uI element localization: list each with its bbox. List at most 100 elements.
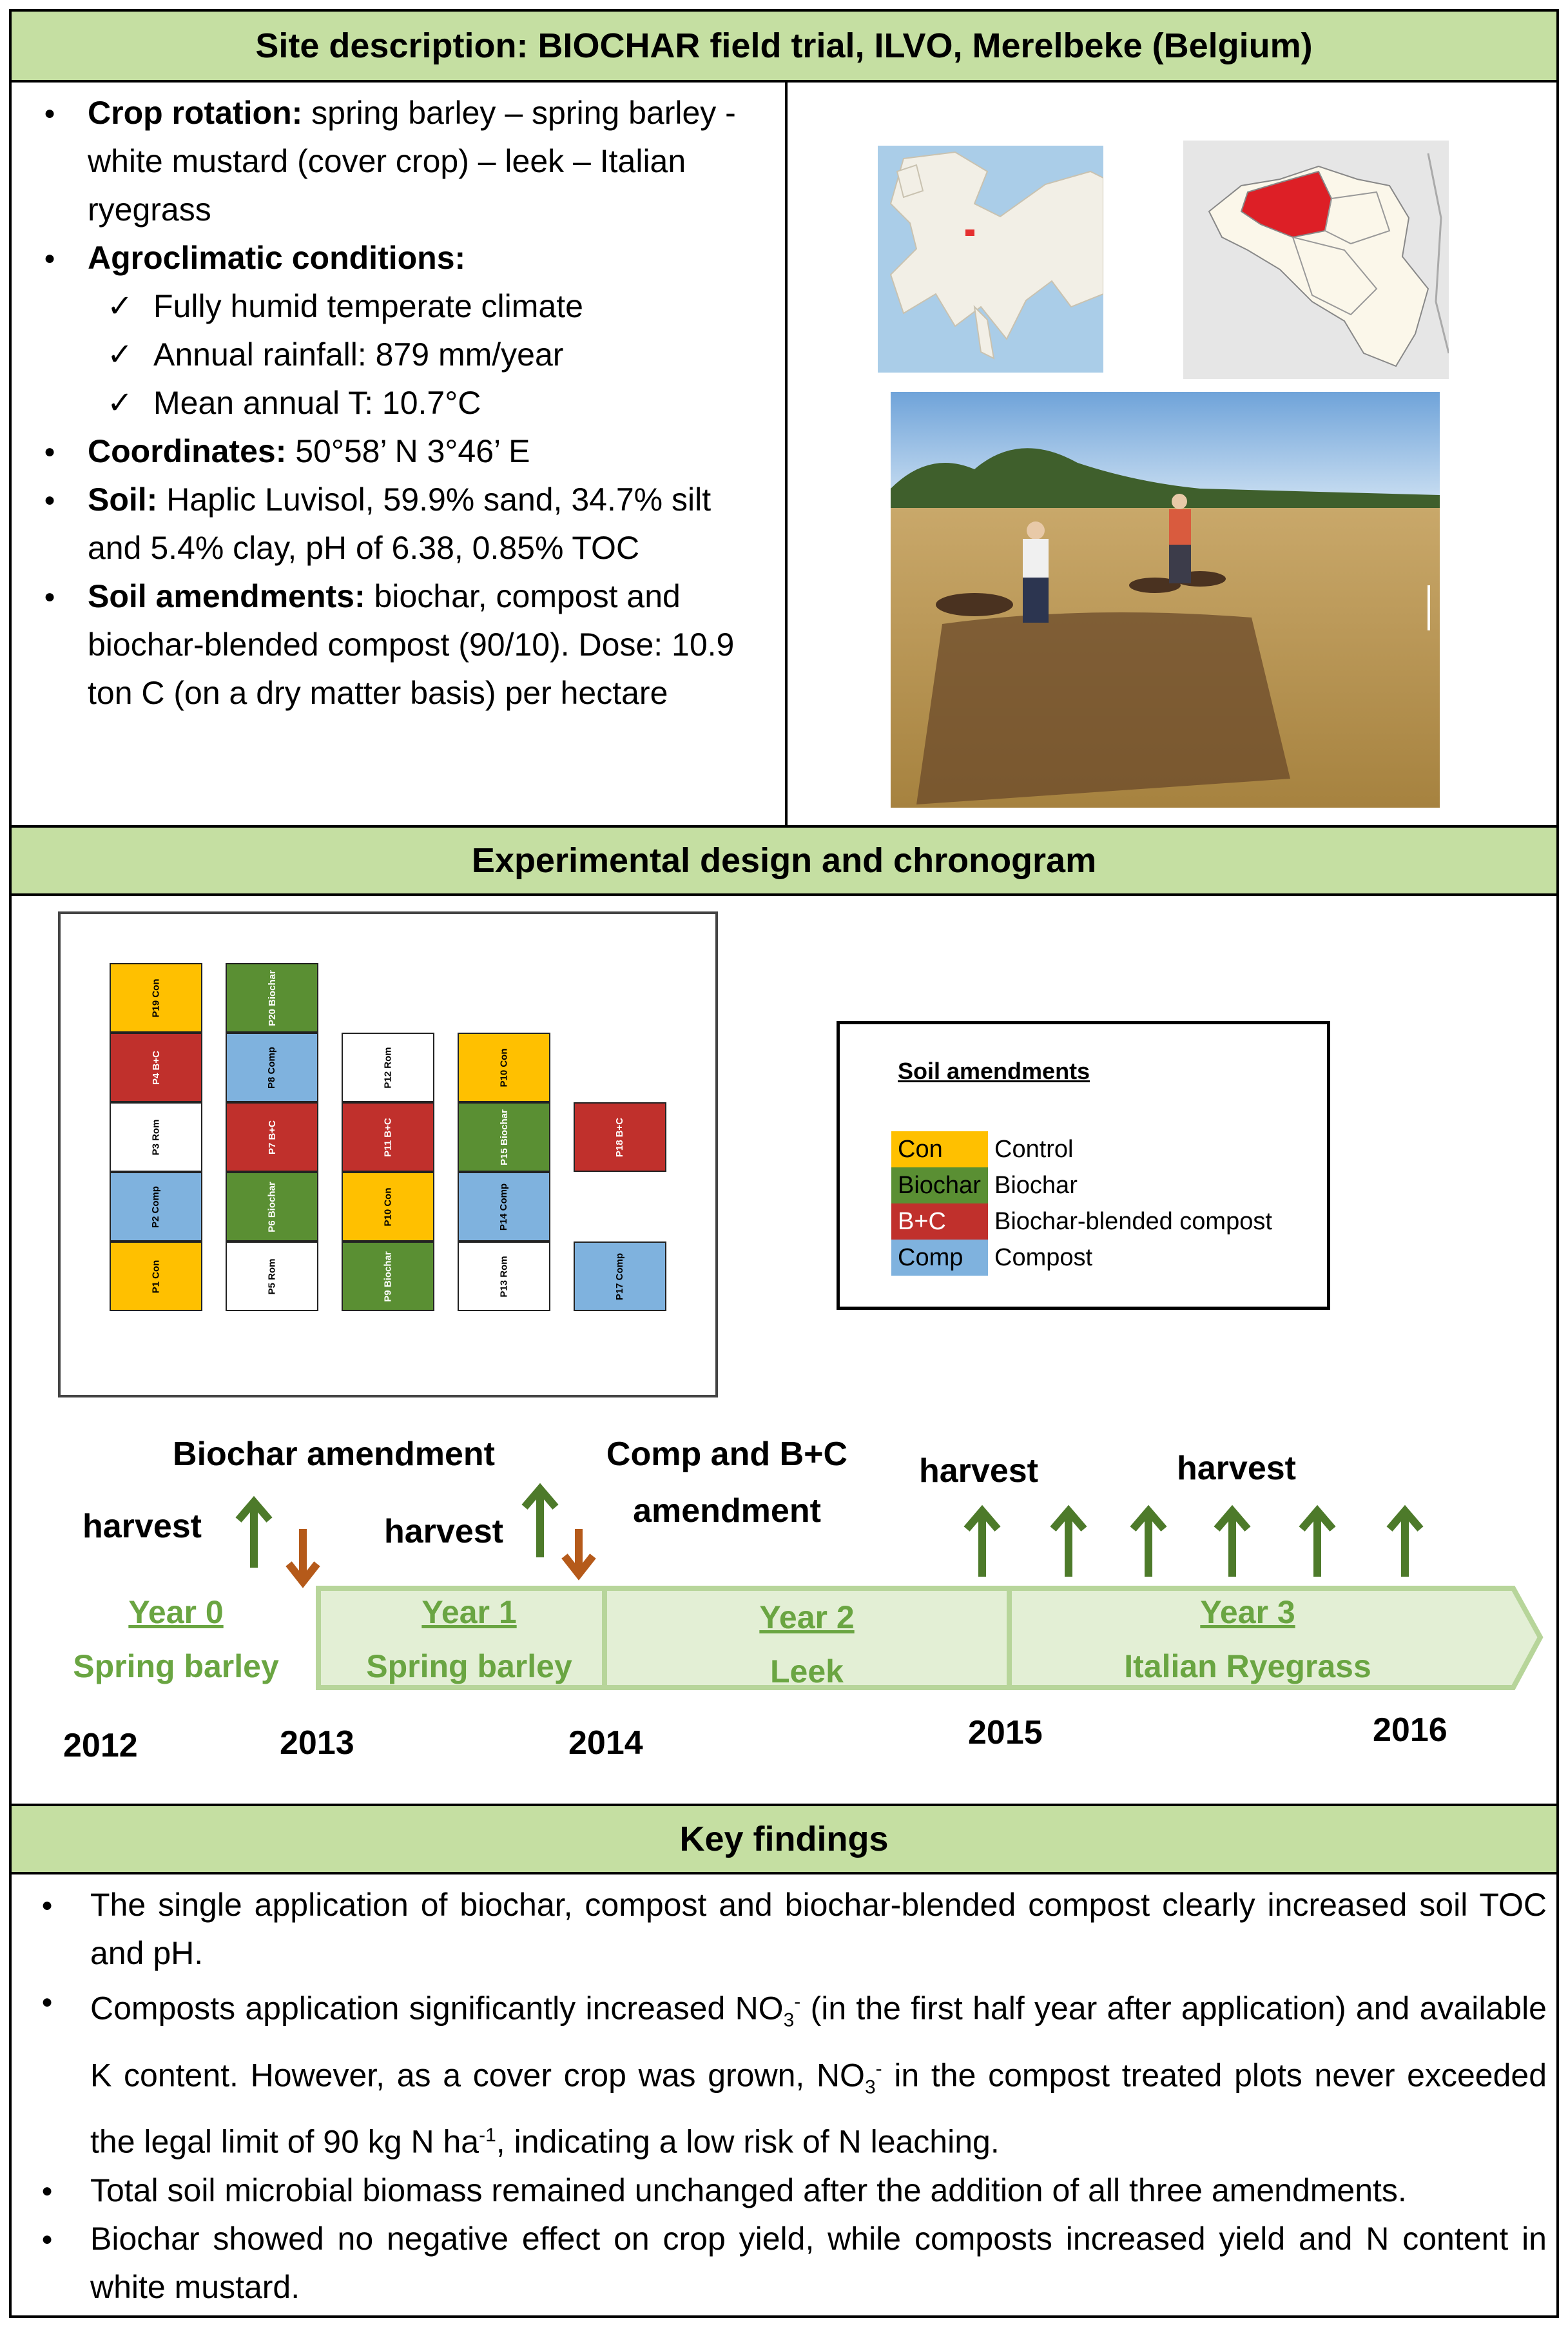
agro-temperature-text: Mean annual T: 10.7°C <box>153 385 481 421</box>
stage-year-label: Year 0 <box>128 1594 224 1630</box>
soil-text: Haplic Luvisol, 59.9% sand, 34.7% silt a… <box>88 482 711 566</box>
plot-cell: P9 Biochar <box>342 1241 434 1311</box>
year-2012: 2012 <box>63 1727 138 1764</box>
plot-cell: P8 Comp <box>226 1033 318 1102</box>
soil-amendments-legend: Soil amendments Con Control Biochar Biocha… <box>837 1021 1330 1310</box>
site-description-header: Site description: BIOCHAR field trial, I… <box>12 12 1556 83</box>
subscript: 3 <box>783 2009 795 2031</box>
year-2015: 2015 <box>968 1714 1043 1751</box>
stage-crop-0: Spring barley <box>73 1648 279 1684</box>
agro-check-item: Fully humid temperate climate <box>37 282 772 331</box>
agro-climate-text: Fully humid temperate climate <box>153 288 583 324</box>
harvest-label-2: harvest <box>384 1513 503 1550</box>
findings-title: Key findings <box>679 1820 889 1858</box>
stage-year-0: Year 0 <box>70 1593 282 1631</box>
finding-item: Composts application significantly incre… <box>26 1978 1547 2166</box>
stage-year-3: Year 3 <box>1009 1593 1486 1631</box>
crop-rotation-label: Crop rotation: <box>88 95 303 131</box>
legend-swatch: Comp <box>891 1240 988 1276</box>
plot-cell: P7 B+C <box>226 1102 318 1172</box>
plot-cell: P15 Biochar <box>458 1102 550 1172</box>
plot-cell: P6 Biochar <box>226 1172 318 1241</box>
stage-year-label: Year 2 <box>759 1599 855 1635</box>
stage-year-1: Year 1 <box>334 1593 605 1631</box>
plot-cell: P2 Comp <box>110 1172 202 1241</box>
plot-cell: P20 Biochar <box>226 963 318 1033</box>
poster: Site description: BIOCHAR field trial, I… <box>9 9 1559 2318</box>
stage-year-label: Year 3 <box>1200 1594 1295 1630</box>
legend-swatch: B+C <box>891 1203 988 1240</box>
year-2013: 2013 <box>280 1724 354 1762</box>
legend-title: Soil amendments <box>898 1058 1090 1084</box>
finding-text: The single application of biochar, compo… <box>90 1887 1547 1971</box>
agroclimatic-label: Agroclimatic conditions: <box>88 240 466 276</box>
agro-check-item: Mean annual T: 10.7°C <box>37 379 772 427</box>
subscript: 3 <box>864 2076 876 2098</box>
key-findings-list: The single application of biochar, compo… <box>26 1881 1547 2312</box>
stage-crop-1: Spring barley <box>366 1648 572 1684</box>
legend-label: Compost <box>994 1243 1093 1271</box>
site-description-list: Crop rotation: spring barley – spring ba… <box>37 89 772 717</box>
biochar-amendment-label: Biochar amendment <box>173 1436 495 1473</box>
legend-row-biochar: Biochar Biochar <box>891 1167 1078 1203</box>
europe-map-image <box>878 146 1103 373</box>
plot-cell: P5 Rom <box>226 1241 318 1311</box>
soil-amendments-label: Soil amendments: <box>88 578 365 614</box>
coordinates-item: Coordinates: 50°58’ N 3°46’ E <box>37 427 772 476</box>
soil-item: Soil: Haplic Luvisol, 59.9% sand, 34.7% … <box>37 476 772 572</box>
agro-rainfall-text: Annual rainfall: 879 mm/year <box>153 336 564 373</box>
field-trial-photo <box>891 392 1440 808</box>
coordinates-text: 50°58’ N 3°46’ E <box>286 433 530 469</box>
plot-cell: P3 Rom <box>110 1102 202 1172</box>
finding-text: in the compost treated plots never excee… <box>90 2057 1547 2160</box>
experimental-design-header: Experimental design and chronogram <box>12 825 1556 896</box>
plot-cell: P17 Comp <box>574 1241 666 1311</box>
finding-text: Total soil microbial biomass remained un… <box>90 2172 1407 2208</box>
finding-text: , indicating a low risk of N leaching. <box>496 2123 1000 2160</box>
legend-label: Biochar-blended compost <box>994 1207 1272 1235</box>
site-title: Site description: BIOCHAR field trial, I… <box>255 26 1313 65</box>
plot-cell: P10 Con <box>342 1172 434 1241</box>
finding-item: Biochar showed no negative effect on cro… <box>26 2215 1547 2312</box>
stage-year-2: Year 2 <box>605 1599 1009 1636</box>
year-2016: 2016 <box>1373 1711 1447 1749</box>
stage-year-label: Year 1 <box>421 1594 517 1630</box>
plot-cell: P10 Con <box>458 1033 550 1102</box>
stage-crop-3: Italian Ryegrass <box>1124 1648 1371 1684</box>
coordinates-label: Coordinates: <box>88 433 287 469</box>
superscript: - <box>794 1991 801 2012</box>
finding-text: Composts application significantly incre… <box>90 1990 784 2027</box>
plot-cell: P13 Rom <box>458 1241 550 1311</box>
belgium-map-image <box>1183 141 1450 379</box>
superscript: -1 <box>479 2125 496 2147</box>
soil-label: Soil: <box>88 482 158 518</box>
plot-cell: P4 B+C <box>110 1033 202 1102</box>
crop-rotation-item: Crop rotation: spring barley – spring ba… <box>37 89 772 234</box>
plot-cell: P19 Con <box>110 963 202 1033</box>
legend-row-control: Con Control <box>891 1131 1074 1167</box>
legend-label: Biochar <box>994 1171 1078 1199</box>
plot-cell: P11 B+C <box>342 1102 434 1172</box>
plot-cell: P14 Comp <box>458 1172 550 1241</box>
key-findings-header: Key findings <box>12 1804 1556 1874</box>
stage-crop-2: Leek <box>770 1653 844 1689</box>
finding-item: The single application of biochar, compo… <box>26 1881 1547 1978</box>
plot-cell: P12 Rom <box>342 1033 434 1102</box>
timeline-graphics <box>235 1483 1544 1690</box>
comp-bc-amendment-label: Comp and B+C amendment <box>606 1436 848 1530</box>
finding-item: Total soil microbial biomass remained un… <box>26 2166 1547 2215</box>
plot-layout-diagram: P19 Con P4 B+C P3 Rom P2 Comp P1 Con P20 Bioc… <box>58 911 718 1397</box>
agroclimatic-item: Agroclimatic conditions: <box>37 234 772 282</box>
finding-text: (in the first half year after applicatio… <box>90 1990 1547 2094</box>
harvest-label-3: harvest <box>919 1452 1038 1490</box>
harvest-label-1: harvest <box>82 1508 202 1545</box>
harvest-label-4: harvest <box>1177 1450 1296 1487</box>
soil-amendments-text: biochar, compost and biochar-blended com… <box>88 578 735 711</box>
legend-swatch: Biochar <box>891 1167 988 1203</box>
superscript: - <box>875 2058 882 2079</box>
plot-cell: P1 Con <box>110 1241 202 1311</box>
legend-row-bc: B+C Biochar-blended compost <box>891 1203 1272 1240</box>
design-title: Experimental design and chronogram <box>471 841 1097 880</box>
legend-swatch: Con <box>891 1131 988 1167</box>
plot-cell: P18 B+C <box>574 1102 666 1172</box>
